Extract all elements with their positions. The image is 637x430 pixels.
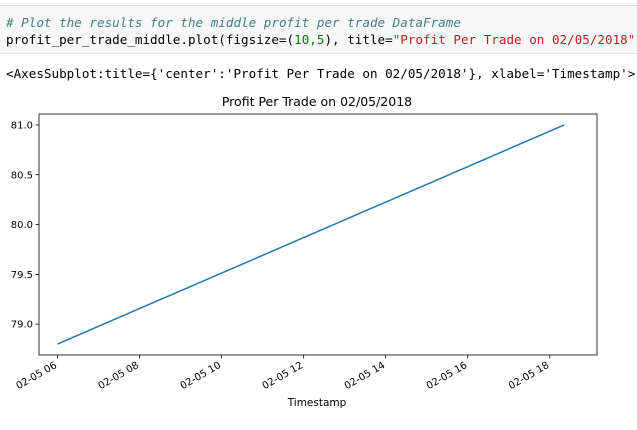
x-tick-label: 02-05 06	[15, 360, 59, 392]
x-tick-label: 02-05 16	[425, 360, 469, 392]
x-tick-label: 02-05 18	[507, 360, 551, 392]
plot-area	[39, 114, 597, 355]
x-tick-label: 02-05 12	[261, 360, 305, 392]
cell-output-repr: <AxesSubplot:title={'center':'Profit Per…	[6, 65, 635, 82]
code-args: 10,5	[294, 32, 324, 47]
code-cell-input[interactable]: # Plot the results for the middle profit…	[0, 5, 637, 54]
y-tick-label: 81.0	[11, 121, 33, 132]
line-chart: Profit Per Trade on 02/05/2018 79.0 79.5 8…	[0, 88, 637, 418]
code-mid: ), title=	[324, 32, 392, 47]
y-tick-label: 80.0	[11, 220, 33, 231]
x-tick-label: 02-05 10	[179, 360, 223, 392]
x-tick-label: 02-05 08	[97, 360, 141, 392]
x-axis-label: Timestamp	[287, 397, 347, 409]
y-tick-label: 79.0	[11, 320, 33, 331]
x-axis: 02-05 06 02-05 08 02-05 10 02-05 12 02-05 14…	[15, 355, 552, 392]
x-tick-label: 02-05 14	[343, 360, 387, 392]
chart-title: Profit Per Trade on 02/05/2018	[222, 94, 412, 109]
code-title-string: "Profit Per Trade on 02/05/2018"	[393, 32, 636, 47]
code-comment: # Plot the results for the middle profit…	[6, 15, 461, 30]
y-tick-label: 79.5	[11, 270, 33, 281]
series-line	[57, 125, 564, 344]
code-prefix: profit_per_trade_middle.plot(figsize=(	[6, 32, 294, 47]
series-layer	[57, 125, 564, 344]
y-tick-label: 80.5	[11, 170, 33, 181]
y-axis: 79.0 79.5 80.0 80.5 81.0	[11, 121, 39, 331]
